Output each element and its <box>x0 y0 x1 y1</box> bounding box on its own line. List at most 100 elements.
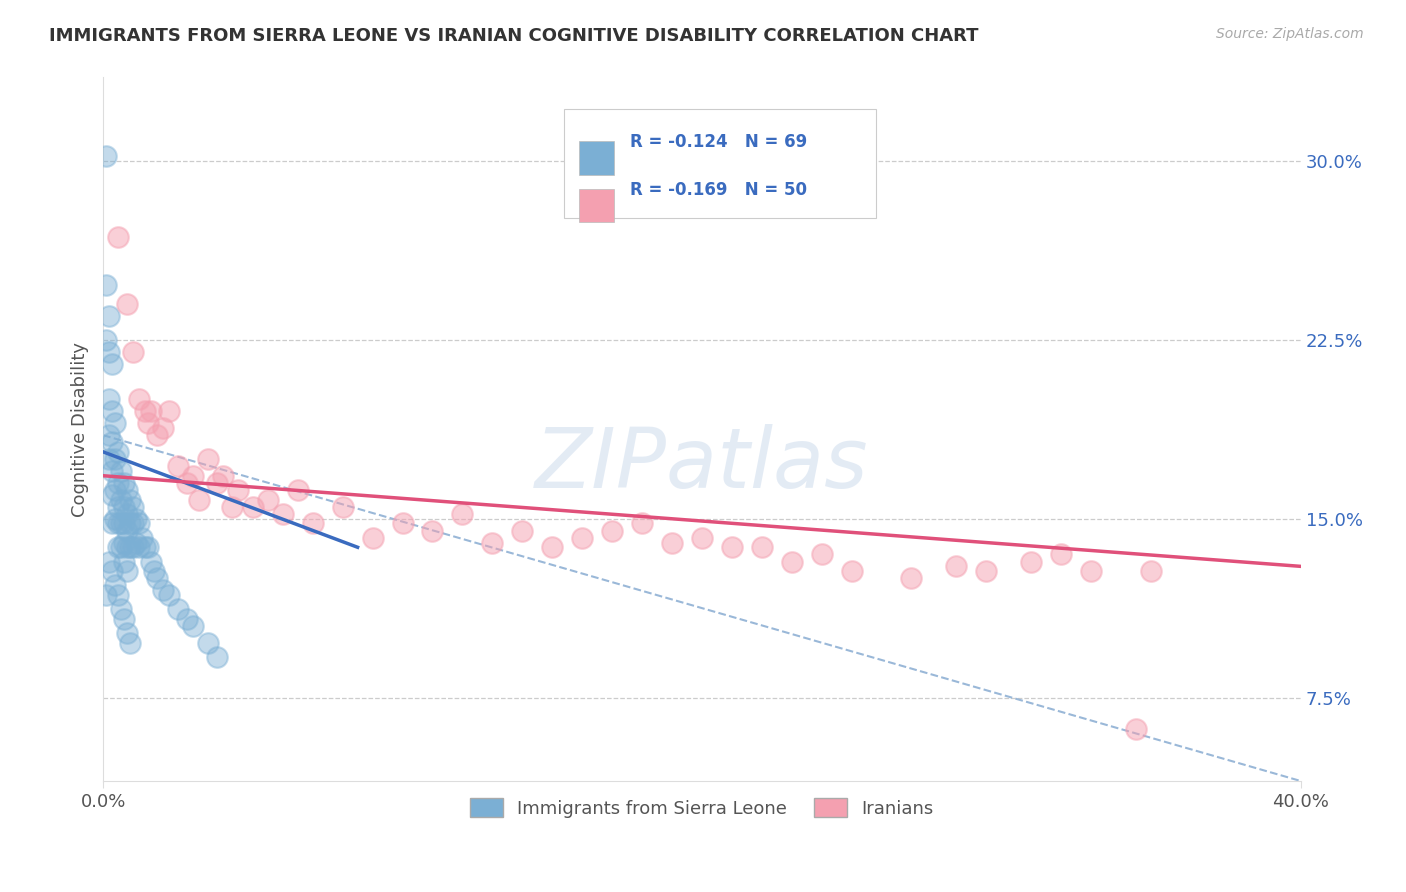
Point <box>139 404 162 418</box>
Point <box>125 511 148 525</box>
Point <box>110 602 132 616</box>
Point <box>98 428 121 442</box>
Point <box>101 464 124 478</box>
Point <box>157 404 180 418</box>
Point <box>212 468 235 483</box>
Point <box>101 435 124 450</box>
Text: R = -0.169   N = 50: R = -0.169 N = 50 <box>630 181 807 199</box>
Point <box>115 483 138 497</box>
Point <box>181 468 204 483</box>
Point <box>146 571 169 585</box>
Point <box>810 548 832 562</box>
Point <box>1019 555 1042 569</box>
Point <box>107 516 129 531</box>
Point <box>900 571 922 585</box>
Point <box>136 541 159 555</box>
Point <box>287 483 309 497</box>
Point <box>98 344 121 359</box>
Point <box>256 492 278 507</box>
Point <box>600 524 623 538</box>
Point <box>197 635 219 649</box>
Point <box>139 555 162 569</box>
Point <box>176 475 198 490</box>
Point <box>122 516 145 531</box>
Point <box>101 357 124 371</box>
Point <box>205 650 228 665</box>
Point <box>98 392 121 407</box>
Point <box>780 555 803 569</box>
Point <box>136 417 159 431</box>
Point <box>120 492 142 507</box>
Point <box>122 500 145 514</box>
Point <box>221 500 243 514</box>
Point <box>112 516 135 531</box>
FancyBboxPatch shape <box>578 188 614 222</box>
Point <box>181 619 204 633</box>
Point <box>107 541 129 555</box>
Point <box>143 564 166 578</box>
Point <box>197 452 219 467</box>
Point <box>152 583 174 598</box>
FancyBboxPatch shape <box>564 109 876 219</box>
Point <box>146 428 169 442</box>
Point <box>841 564 863 578</box>
Point <box>974 564 997 578</box>
Y-axis label: Cognitive Disability: Cognitive Disability <box>72 342 89 516</box>
Point <box>107 445 129 459</box>
Point <box>205 475 228 490</box>
Point <box>187 492 209 507</box>
Point <box>751 541 773 555</box>
Point <box>107 588 129 602</box>
Point <box>94 149 117 163</box>
Text: ZIPatlas: ZIPatlas <box>536 424 869 505</box>
Point <box>104 511 127 525</box>
Point <box>1080 564 1102 578</box>
Point <box>1125 722 1147 736</box>
Point <box>128 392 150 407</box>
Point <box>167 602 190 616</box>
Point <box>631 516 654 531</box>
Text: Source: ZipAtlas.com: Source: ZipAtlas.com <box>1216 27 1364 41</box>
Point <box>98 309 121 323</box>
Point <box>101 516 124 531</box>
Point <box>125 535 148 549</box>
Point <box>94 333 117 347</box>
Point <box>104 452 127 467</box>
Point <box>120 635 142 649</box>
Point <box>128 516 150 531</box>
Point <box>94 277 117 292</box>
Point <box>128 541 150 555</box>
Point <box>122 541 145 555</box>
Point <box>115 524 138 538</box>
FancyBboxPatch shape <box>578 142 614 175</box>
Point <box>721 541 744 555</box>
Point <box>131 531 153 545</box>
Point <box>510 524 533 538</box>
Text: R = -0.124   N = 69: R = -0.124 N = 69 <box>630 133 807 151</box>
Point <box>226 483 249 497</box>
Point <box>1140 564 1163 578</box>
Point <box>112 535 135 549</box>
Point <box>541 541 564 555</box>
Point <box>115 626 138 640</box>
Point <box>361 531 384 545</box>
Point <box>110 492 132 507</box>
Point <box>112 475 135 490</box>
Point <box>112 500 135 514</box>
Point <box>422 524 444 538</box>
Point <box>481 535 503 549</box>
Point <box>271 507 294 521</box>
Point <box>115 541 138 555</box>
Point <box>101 488 124 502</box>
Point <box>115 507 138 521</box>
Point <box>110 464 132 478</box>
Point <box>122 344 145 359</box>
Point <box>107 230 129 244</box>
Point <box>104 417 127 431</box>
Point <box>107 475 129 490</box>
Point <box>98 452 121 467</box>
Point <box>120 516 142 531</box>
Point <box>945 559 967 574</box>
Point <box>332 500 354 514</box>
Point <box>110 516 132 531</box>
